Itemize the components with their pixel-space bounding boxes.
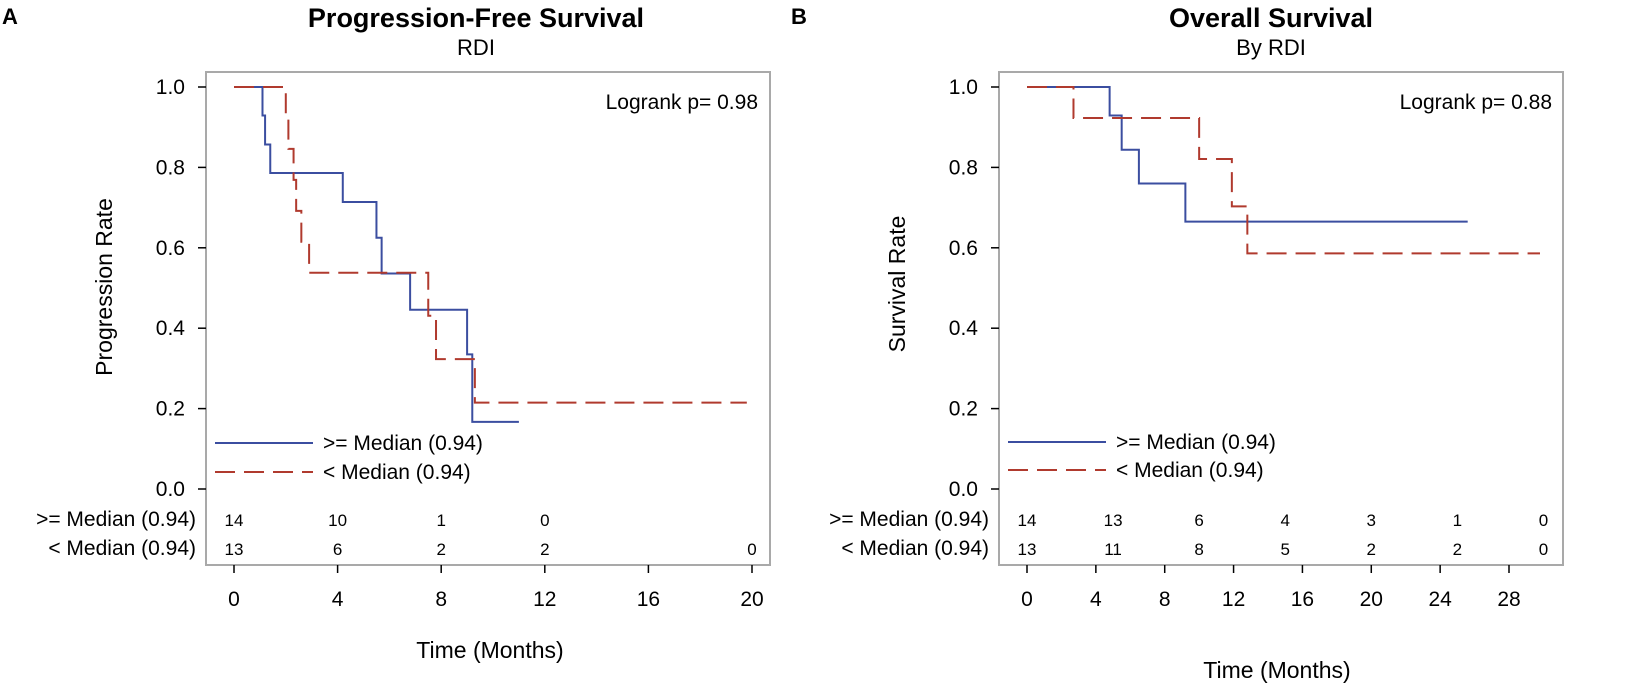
survival-curve-ge-median-a: [234, 86, 519, 423]
survival-curve-lt-median-b: [1027, 86, 1540, 255]
chart-subtitle-b: By RDI: [1236, 35, 1306, 60]
x-tick-label-a: 16: [637, 588, 660, 611]
curves-a: [234, 86, 747, 423]
legend-b: >= Median (0.94) < Median (0.94): [1008, 431, 1276, 482]
x-tick-label-a: 0: [228, 588, 240, 611]
risk-row-label-ge-median-b: >= Median (0.94): [829, 508, 989, 531]
legend-label-ge-median-b: >= Median (0.94): [1116, 431, 1276, 454]
risk-count-a: 2: [540, 540, 549, 559]
risk-count-b: 13: [1104, 511, 1123, 530]
risk-count-b: 2: [1453, 540, 1462, 559]
panel-b: B Overall Survival By RDI Logrank p= 0.8…: [791, 3, 1564, 683]
risk-count-b: 11: [1104, 540, 1122, 559]
y-axis-label-a: Progression Rate: [91, 198, 117, 376]
y-tick-label-a: 0.2: [156, 398, 185, 421]
x-tick-label-b: 16: [1291, 588, 1314, 611]
risk-table-a: >= Median (0.94) < Median (0.94) 14 10 1 01…: [36, 508, 757, 560]
curves-b: [1027, 86, 1540, 255]
risk-count-b: 0: [1539, 540, 1548, 559]
y-tick-label-b: 0.4: [949, 317, 979, 340]
risk-row-label-lt-median-b: < Median (0.94): [841, 537, 989, 560]
legend-label-ge-median-a: >= Median (0.94): [323, 432, 483, 455]
survival-curve-ge-median-b: [1027, 86, 1468, 223]
panel-letter-a: A: [2, 4, 18, 29]
legend-label-lt-median-b: < Median (0.94): [1116, 459, 1264, 482]
y-ticks-b: 0.0 0.2 0.4 0.6 0.8 1.0: [949, 76, 999, 501]
risk-count-b: 0: [1539, 511, 1548, 530]
y-tick-label-a: 0.4: [156, 317, 186, 340]
x-tick-label-a: 12: [533, 588, 556, 611]
risk-row-label-lt-median-a: < Median (0.94): [48, 537, 196, 560]
risk-count-b: 14: [1018, 511, 1037, 530]
risk-count-b: 8: [1194, 540, 1203, 559]
risk-count-b: 6: [1194, 511, 1203, 530]
x-tick-label-a: 8: [435, 588, 447, 611]
y-ticks-a: 0.0 0.2 0.4 0.6 0.8 1.0: [156, 76, 206, 501]
risk-count-b: 4: [1280, 511, 1289, 530]
x-tick-label-b: 0: [1021, 588, 1033, 611]
y-tick-label-b: 1.0: [949, 76, 978, 99]
plot-frame-a: [205, 71, 771, 566]
y-tick-label-a: 0.0: [156, 478, 185, 501]
panel-letter-b: B: [791, 4, 807, 29]
x-ticks-a: 0 4 8 12 16 20: [228, 565, 764, 611]
risk-count-a: 1: [436, 511, 445, 530]
risk-count-b: 3: [1367, 511, 1376, 530]
x-tick-label-b: 8: [1159, 588, 1171, 611]
legend-label-lt-median-a: < Median (0.94): [323, 461, 471, 484]
plot-frame-b: [998, 71, 1564, 566]
risk-count-a: 0: [540, 511, 549, 530]
y-tick-label-a: 1.0: [156, 76, 185, 99]
y-axis-label-b: Survival Rate: [884, 216, 910, 353]
risk-count-a: 10: [328, 511, 347, 530]
x-axis-label-a: Time (Months): [416, 637, 563, 663]
risk-count-b: 1: [1453, 511, 1462, 530]
panel-a: A Progression-Free Survival RDI Logrank …: [2, 3, 771, 663]
y-tick-label-b: 0.0: [949, 478, 978, 501]
risk-count-b: 13: [1018, 540, 1037, 559]
y-tick-label-b: 0.6: [949, 237, 978, 260]
x-tick-label-b: 24: [1428, 588, 1452, 611]
risk-count-b: 5: [1280, 540, 1289, 559]
legend-a: >= Median (0.94) < Median (0.94): [215, 432, 483, 484]
x-tick-label-b: 20: [1360, 588, 1383, 611]
x-tick-label-a: 20: [740, 588, 763, 611]
risk-count-b: 2: [1367, 540, 1376, 559]
risk-count-a: 0: [747, 540, 756, 559]
y-tick-label-a: 0.8: [156, 156, 185, 179]
x-ticks-b: 0 4 8 12 16 20 24 28: [1021, 565, 1521, 611]
x-axis-label-b: Time (Months): [1203, 657, 1350, 683]
risk-table-b: >= Median (0.94) < Median (0.94) 14 13 6 4 3…: [829, 508, 1548, 560]
logrank-annotation-a: Logrank p= 0.98: [606, 91, 758, 114]
chart-subtitle-a: RDI: [457, 35, 495, 60]
x-tick-label-b: 28: [1497, 588, 1520, 611]
y-tick-label-b: 0.2: [949, 398, 978, 421]
survival-curve-lt-median-a: [234, 86, 747, 404]
y-tick-label-b: 0.8: [949, 156, 978, 179]
risk-count-a: 6: [333, 540, 342, 559]
x-tick-label-a: 4: [332, 588, 344, 611]
chart-title-b: Overall Survival: [1169, 3, 1373, 33]
risk-row-label-ge-median-a: >= Median (0.94): [36, 508, 196, 531]
risk-count-a: 2: [436, 540, 445, 559]
y-tick-label-a: 0.6: [156, 237, 185, 260]
chart-title-a: Progression-Free Survival: [308, 3, 644, 33]
x-tick-label-b: 4: [1090, 588, 1102, 611]
risk-count-a: 14: [225, 511, 244, 530]
x-tick-label-b: 12: [1222, 588, 1245, 611]
logrank-annotation-b: Logrank p= 0.88: [1400, 91, 1552, 114]
risk-count-a: 13: [225, 540, 244, 559]
